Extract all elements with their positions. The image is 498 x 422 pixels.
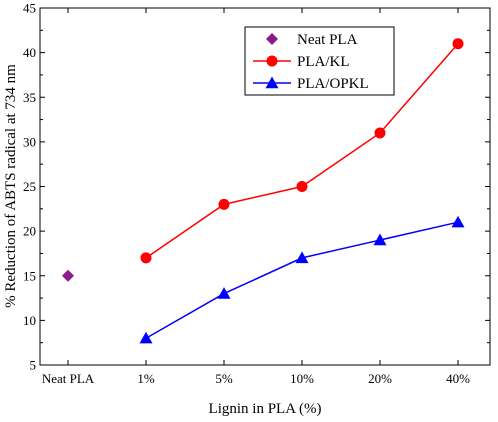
- data-point: [451, 215, 465, 228]
- y-tick-label: 5: [30, 358, 37, 373]
- x-axis-title: Lignin in PLA (%): [209, 401, 322, 417]
- data-point: [139, 331, 153, 344]
- legend-label: PLA/OPKL: [297, 76, 369, 92]
- legend-label: Neat PLA: [297, 32, 358, 48]
- legend-marker: [265, 76, 279, 89]
- x-tick-label: Neat PLA: [42, 371, 95, 386]
- y-tick-label: 30: [23, 134, 36, 149]
- x-tick-label: 40%: [446, 371, 470, 386]
- y-axis-title: % Reduction of ABTS radical at 734 nm: [3, 64, 19, 308]
- series-line: [145, 221, 459, 339]
- y-tick-label: 10: [23, 313, 36, 328]
- series-group: [62, 38, 465, 344]
- data-point: [452, 38, 464, 50]
- legend: Neat PLA PLA/KL PLA/OPKL: [244, 26, 395, 96]
- y-tick-label: 25: [23, 179, 36, 194]
- series-0: [62, 269, 74, 282]
- data-point: [140, 252, 152, 264]
- x-tick-label: 1%: [137, 371, 155, 386]
- data-point: [374, 127, 386, 139]
- legend-marker: [266, 55, 278, 67]
- x-tick-label: 10%: [290, 371, 314, 386]
- y-tick-label: 15: [23, 268, 36, 283]
- y-tick-label: 35: [23, 90, 36, 105]
- data-point: [295, 251, 309, 264]
- axis-ticks: 5 10 15 20 25 30 35 40 45 Neat PLA 1% 5% 10% 20% 40%: [23, 1, 490, 386]
- data-point: [62, 269, 74, 282]
- x-tick-label: 20%: [368, 371, 392, 386]
- legend-label: PLA/KL: [297, 54, 350, 70]
- data-point: [218, 198, 230, 210]
- x-tick-label: 5%: [215, 371, 233, 386]
- data-point: [217, 287, 231, 299]
- data-point: [296, 181, 308, 192]
- series-2: [139, 215, 465, 344]
- series-1: [140, 38, 464, 264]
- y-tick-label: 20: [23, 224, 36, 239]
- legend-marker: [266, 33, 278, 45]
- y-tick-label: 45: [23, 1, 36, 16]
- data-point: [373, 233, 387, 246]
- y-tick-label: 40: [23, 45, 36, 60]
